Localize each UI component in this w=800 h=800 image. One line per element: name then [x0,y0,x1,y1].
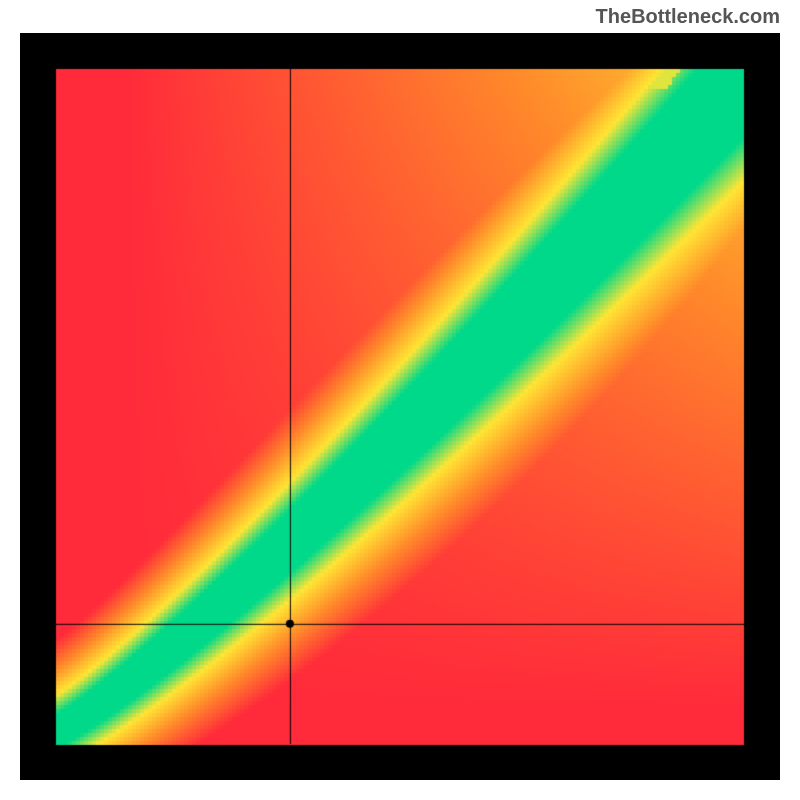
heatmap-canvas [20,33,780,780]
watermark-text: TheBottleneck.com [596,6,780,29]
heatmap-chart [20,33,780,780]
